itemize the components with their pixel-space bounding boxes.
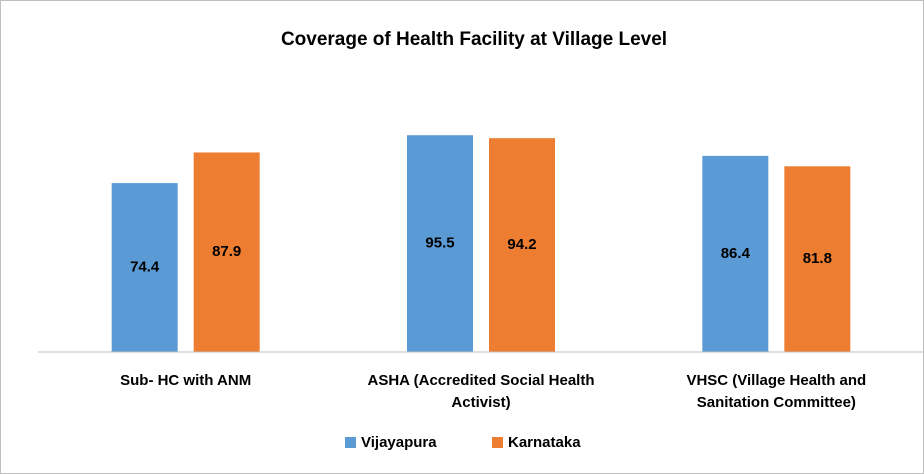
legend-label: Karnataka [508,434,581,451]
data-label: 86.4 [721,245,751,262]
data-label: 94.2 [507,236,536,253]
bar [489,138,555,352]
data-label: 87.9 [212,243,241,260]
data-label: 95.5 [425,235,454,252]
x-tick-label: VHSC (Village Health and Sanitation Comm… [686,372,867,411]
x-tick-label: Sub- HC with ANM [120,372,252,389]
bar [193,152,260,352]
data-label: 74.4 [130,259,160,276]
bar [111,183,178,352]
legend-label: Vijayapura [361,434,437,451]
bar [784,166,851,352]
bar [407,135,473,352]
chart-title: Coverage of Health Facility at Village L… [281,29,667,50]
x-tick-label: ASHA (Accredited Social Health Activist) [367,372,595,411]
legend-swatch [492,437,503,448]
legend-swatch [345,437,356,448]
bar [702,155,769,352]
data-label: 81.8 [803,250,832,267]
